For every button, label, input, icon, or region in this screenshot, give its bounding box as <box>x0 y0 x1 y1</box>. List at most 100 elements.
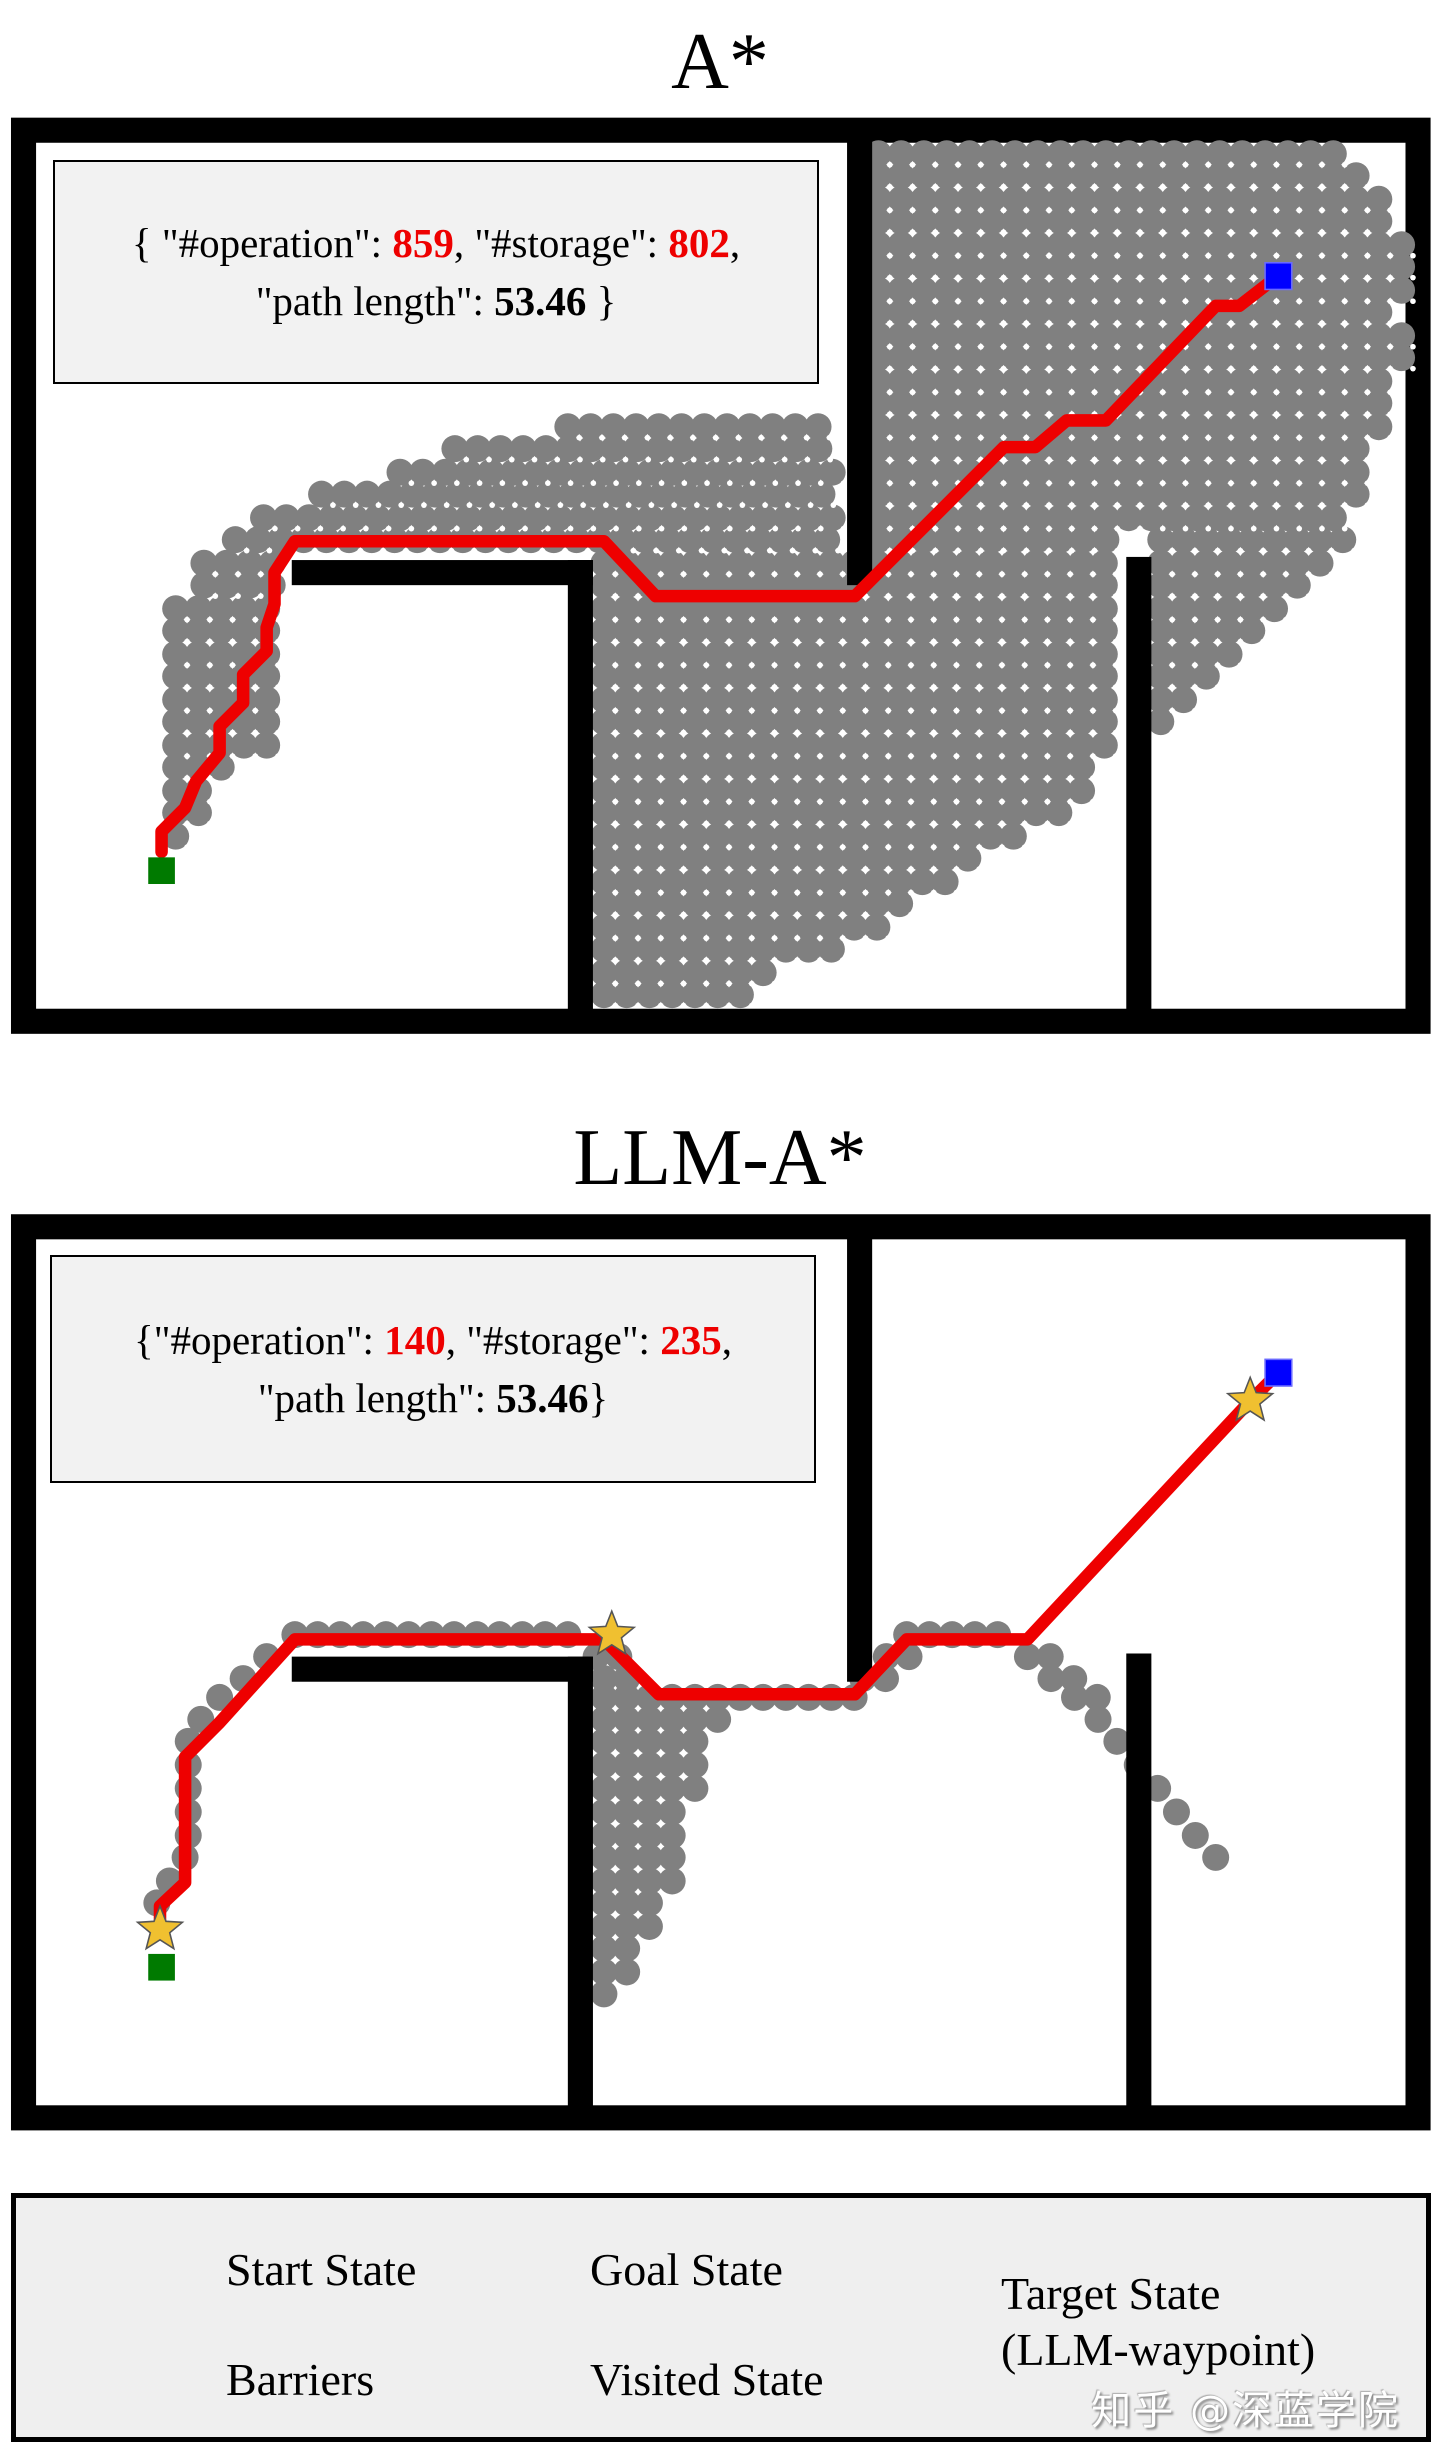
visited-dot <box>726 822 754 850</box>
visited-dot <box>184 640 212 668</box>
visited-dot <box>577 413 605 441</box>
barrier <box>1126 1653 1152 2109</box>
grid-gap <box>817 571 823 577</box>
grid-gap <box>999 798 1005 805</box>
grid-gap <box>703 616 710 623</box>
grid-gap <box>726 911 732 918</box>
grid-gap <box>1000 502 1007 508</box>
grid-gap <box>206 707 213 714</box>
visited-dot <box>207 617 235 645</box>
grid-gap <box>1364 456 1371 463</box>
visited-dot <box>817 799 845 827</box>
grid-gap <box>1046 161 1052 168</box>
visited-dot <box>1024 344 1052 372</box>
visited-dot <box>1274 140 1302 168</box>
grid-gap <box>1023 525 1030 532</box>
visited-dot <box>955 140 983 168</box>
visited-dot <box>1319 276 1347 304</box>
visited-dot <box>330 480 358 508</box>
grid-gap <box>976 844 983 850</box>
visited-dot <box>1183 480 1211 508</box>
visited-dot <box>1068 662 1096 690</box>
grid-gap <box>703 775 710 781</box>
grid-gap <box>635 775 641 781</box>
visited-dot <box>1183 435 1211 463</box>
grid-gap <box>229 662 236 668</box>
grid-gap <box>1114 480 1121 487</box>
grid-gap <box>1296 320 1303 326</box>
grid-gap <box>1023 274 1030 281</box>
visited-dot <box>681 1774 709 1802</box>
visited-dot <box>1069 298 1097 326</box>
llm-astar-metrics-box: {"#operation": 140, "#storage": 235, "pa… <box>50 1255 816 1483</box>
visited-dot <box>623 435 651 463</box>
visited-dot <box>772 913 800 941</box>
grid-gap <box>1250 252 1257 259</box>
visited-dot <box>817 844 845 872</box>
grid-gap <box>1296 298 1303 305</box>
visited-dot <box>1215 526 1243 554</box>
visited-dot <box>749 868 777 896</box>
grid-gap <box>1021 753 1028 759</box>
grid-gap <box>1228 411 1234 417</box>
visited-dot <box>1045 753 1073 781</box>
grid-gap <box>275 729 281 736</box>
visited-dot <box>1001 413 1029 441</box>
visited-dot <box>726 799 754 827</box>
grid-gap <box>1159 161 1166 168</box>
visited-dot <box>1024 253 1052 281</box>
visited-dot <box>931 868 959 896</box>
visited-dot <box>590 799 618 827</box>
grid-gap <box>794 753 801 759</box>
visited-dot <box>1024 389 1052 417</box>
grid-gap <box>703 935 710 941</box>
grid-gap <box>1023 480 1030 487</box>
grid-gap <box>1090 775 1096 781</box>
visited-dot <box>704 731 732 759</box>
grid-gap <box>726 616 732 623</box>
grid-gap <box>1296 480 1303 487</box>
grid-gap <box>1090 662 1096 668</box>
visited-dot <box>1045 708 1073 736</box>
visited-dot <box>977 708 1005 736</box>
grid-gap <box>932 320 939 326</box>
grid-gap <box>1067 798 1074 805</box>
visited-dot <box>1084 1705 1112 1733</box>
visited-dot <box>704 708 732 736</box>
grid-gap <box>771 866 778 872</box>
visited-dot <box>1046 458 1074 486</box>
visited-dot <box>749 662 777 690</box>
grid-gap <box>1044 820 1051 827</box>
visited-dot <box>863 640 891 668</box>
path-length-value: 53.46 <box>496 1375 589 1421</box>
legend-barriers: Barriers <box>226 2353 374 2406</box>
visited-dot <box>1046 344 1074 372</box>
visited-dot <box>500 458 528 486</box>
grid-gap <box>1023 183 1030 190</box>
visited-dot <box>1046 140 1074 168</box>
visited-dot <box>591 504 619 532</box>
visited-dot <box>840 890 868 918</box>
visited-dot <box>409 504 437 532</box>
visited-dot <box>1045 799 1073 827</box>
visited-dot <box>658 935 686 963</box>
visited-dot <box>1092 458 1120 486</box>
visited-dot <box>1192 549 1220 577</box>
visited-dot <box>955 413 983 441</box>
visited-dot <box>1046 185 1074 213</box>
visited-dot <box>773 504 801 532</box>
visited-dot <box>590 868 618 896</box>
visited-dot <box>977 753 1005 781</box>
grid-gap <box>885 889 892 896</box>
grid-gap <box>657 798 664 805</box>
visited-dot <box>1274 344 1302 372</box>
grid-gap <box>726 707 732 714</box>
visited-dot <box>1206 253 1234 281</box>
visited-dot <box>1137 458 1165 486</box>
visited-dot <box>795 617 823 645</box>
visited-dot <box>613 799 641 827</box>
visited-dot <box>162 686 190 714</box>
grid-gap <box>1205 274 1212 281</box>
grid-gap <box>748 707 755 714</box>
visited-dot <box>954 686 982 714</box>
